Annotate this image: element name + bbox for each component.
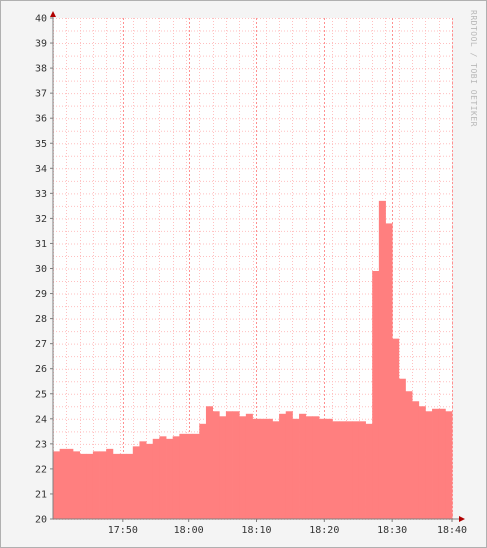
data-bar	[119, 453, 127, 519]
data-bar	[205, 406, 213, 519]
data-bar	[392, 338, 400, 519]
x-tick-label: 18:10	[241, 525, 271, 536]
data-bar	[219, 416, 227, 519]
data-bar	[299, 413, 307, 519]
data-bar	[166, 438, 174, 519]
data-bar	[99, 451, 107, 519]
data-bar	[146, 443, 154, 519]
y-tick-label: 34	[35, 164, 47, 175]
y-tick-label: 37	[35, 89, 47, 100]
y-tick-label: 28	[35, 314, 47, 325]
data-bar	[159, 436, 167, 519]
data-bar	[252, 418, 260, 519]
data-bar	[66, 448, 74, 519]
data-bar	[345, 421, 353, 519]
data-bar	[126, 453, 134, 519]
y-axis-arrow-icon	[50, 11, 56, 17]
x-axis-arrow-icon	[459, 516, 465, 522]
y-tick-label: 36	[35, 114, 47, 125]
data-bar	[192, 433, 200, 519]
data-bar	[212, 411, 220, 519]
y-tick-labels: 20 21 22 23 24 25 26 27 28 29 30 31 32 33 34 35 36 37 38 39…	[35, 14, 53, 526]
x-tick-label: 18:40	[437, 525, 467, 536]
data-bar	[338, 421, 346, 519]
data-bar	[425, 411, 433, 519]
data-bar	[259, 418, 267, 519]
y-tick-label: 40	[35, 14, 47, 25]
data-bar	[152, 438, 160, 519]
data-bar	[279, 413, 287, 519]
x-tick-label: 18:00	[174, 525, 204, 536]
data-series	[53, 200, 453, 520]
x-tick-label: 17:50	[108, 525, 138, 536]
data-bar	[272, 421, 280, 519]
y-tick-label: 35	[35, 139, 47, 150]
data-bar	[398, 378, 406, 519]
y-tick-label: 31	[35, 239, 47, 250]
data-bar	[106, 448, 114, 519]
x-tick-labels: 17:50 18:00 18:10 18:20 18:30 18:40	[108, 519, 467, 536]
y-tick-label: 38	[35, 64, 47, 75]
data-bar	[378, 200, 386, 520]
data-bar	[305, 416, 313, 519]
data-bar	[199, 423, 207, 519]
data-bar	[53, 451, 61, 519]
data-bar	[312, 416, 320, 519]
data-bar	[132, 446, 140, 519]
y-tick-label: 39	[35, 39, 47, 50]
data-bar	[385, 223, 393, 519]
data-bar	[86, 453, 94, 519]
watermark: RRDTOOL / TOBI OETIKER	[469, 10, 478, 127]
y-tick-label: 30	[35, 264, 47, 275]
data-bar	[172, 436, 180, 519]
y-tick-label: 25	[35, 389, 47, 400]
data-bar	[332, 421, 340, 519]
x-tick-label: 18:20	[309, 525, 339, 536]
y-tick-label: 22	[35, 464, 47, 475]
data-bar	[412, 401, 420, 519]
data-bar	[445, 411, 453, 519]
data-bar	[319, 418, 327, 519]
y-tick-label: 29	[35, 289, 47, 300]
data-bar	[112, 453, 120, 519]
y-tick-label: 21	[35, 489, 47, 500]
data-bar	[418, 406, 426, 519]
x-tick-label: 18:30	[377, 525, 407, 536]
data-bar	[358, 421, 366, 519]
data-bar	[325, 418, 333, 519]
data-bar	[232, 411, 240, 519]
y-tick-label: 20	[35, 515, 47, 526]
data-bar	[285, 411, 293, 519]
data-bar	[72, 451, 80, 519]
data-bar	[292, 418, 300, 519]
data-bar	[139, 441, 147, 519]
y-tick-label: 27	[35, 339, 47, 350]
data-bar	[405, 391, 413, 519]
y-tick-label: 32	[35, 214, 47, 225]
data-bar	[245, 413, 253, 519]
data-bar	[352, 421, 360, 519]
data-bar	[239, 416, 247, 519]
data-bar	[438, 408, 446, 519]
data-bar	[59, 448, 67, 519]
data-bar	[432, 408, 440, 519]
data-bar	[265, 418, 273, 519]
y-tick-label: 33	[35, 189, 47, 200]
data-bar	[79, 453, 87, 519]
data-bar	[365, 423, 373, 519]
y-tick-label: 26	[35, 364, 47, 375]
y-tick-label: 23	[35, 439, 47, 450]
data-bar	[186, 433, 194, 519]
data-bar	[179, 433, 187, 519]
data-bar	[92, 451, 100, 519]
data-bar	[225, 411, 233, 519]
y-tick-label: 24	[35, 414, 47, 425]
data-bar	[372, 271, 380, 519]
